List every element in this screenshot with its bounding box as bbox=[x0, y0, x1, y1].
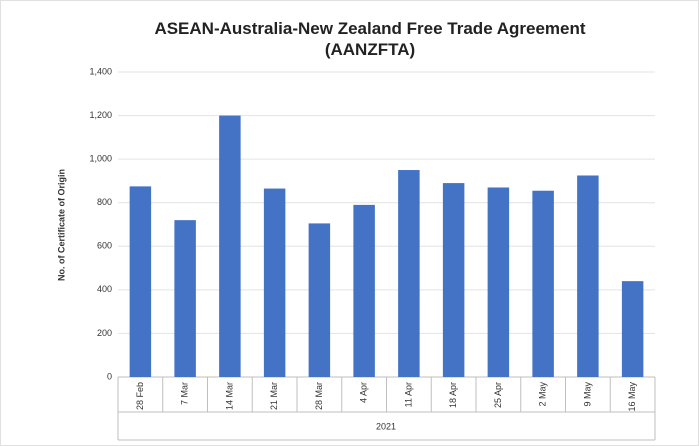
x-tick-label: 16 May bbox=[627, 382, 637, 412]
bar bbox=[487, 187, 510, 377]
x-tick-label: 4 Apr bbox=[359, 382, 369, 403]
y-tick-label: 1,200 bbox=[89, 110, 112, 120]
chart-title: ASEAN-Australia-New Zealand Free Trade A… bbox=[154, 19, 586, 59]
x-tick-label: 18 Apr bbox=[448, 382, 458, 408]
bar bbox=[263, 188, 286, 377]
x-tick-label: 14 Mar bbox=[224, 382, 234, 410]
x-axis-label: 2021 bbox=[376, 421, 396, 431]
y-tick-label: 400 bbox=[97, 284, 112, 294]
x-tick-label: 7 Mar bbox=[180, 382, 190, 405]
bar bbox=[577, 175, 599, 377]
y-tick-label: 0 bbox=[107, 371, 112, 381]
bar bbox=[398, 170, 420, 377]
bar bbox=[621, 281, 644, 377]
x-tick-label: 2 May bbox=[538, 382, 548, 407]
bar bbox=[353, 204, 375, 377]
x-tick-label: 21 Mar bbox=[269, 382, 279, 410]
y-tick-label: 600 bbox=[97, 241, 112, 251]
bar bbox=[532, 190, 554, 377]
x-tick-label: 28 Feb bbox=[135, 382, 145, 410]
x-tick-label: 9 May bbox=[582, 382, 592, 407]
bar bbox=[442, 183, 465, 377]
x-tick-label: 28 Mar bbox=[314, 382, 324, 410]
y-tick-label: 1,000 bbox=[89, 154, 112, 164]
y-tick-label: 1,400 bbox=[89, 66, 112, 76]
bar bbox=[174, 220, 196, 377]
x-tick-label: 25 Apr bbox=[493, 382, 503, 408]
bar bbox=[129, 186, 152, 377]
y-axis-label: No. of Certificate of Origin bbox=[56, 169, 66, 281]
y-tick-label: 200 bbox=[97, 328, 112, 338]
bar bbox=[219, 115, 241, 378]
bar bbox=[308, 223, 331, 377]
x-tick-label: 11 Apr bbox=[403, 382, 413, 407]
y-tick-label: 800 bbox=[97, 197, 112, 207]
